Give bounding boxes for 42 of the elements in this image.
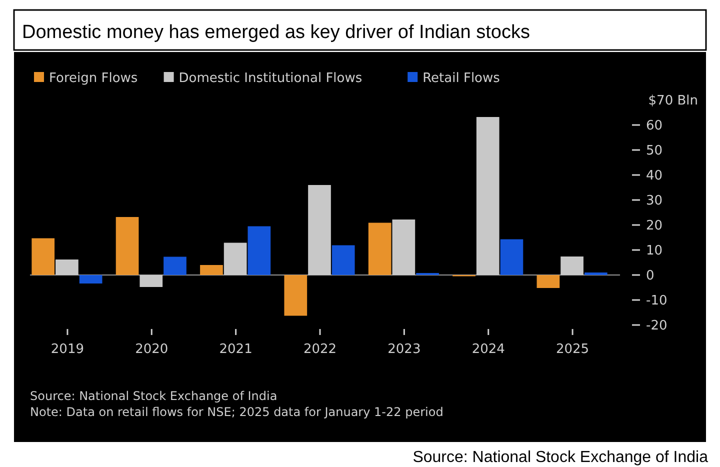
text: Note: Data on retail flows for NSE; 2025 data for January 1-22 period [30, 405, 444, 419]
bar [560, 256, 584, 275]
x-tick-label: 2021 [219, 342, 252, 357]
bar [392, 220, 416, 275]
y-tick-label: -10 [646, 294, 668, 309]
bar [332, 245, 355, 275]
bar [116, 217, 139, 275]
bar [500, 239, 524, 275]
legend-label: Domestic Institutional Flows [178, 71, 362, 86]
source-note: Source: National Stock Exchange of India [30, 389, 278, 403]
bar [200, 265, 223, 275]
bar [248, 226, 271, 275]
legend-label: Retail Flows [422, 71, 500, 86]
y-tick-label: 10 [646, 244, 663, 259]
x-tick-label: 2020 [135, 342, 168, 357]
y-tick-label: 40 [646, 168, 663, 184]
bar [536, 275, 560, 288]
legend-label: Foreign Flows [49, 71, 138, 86]
bar [224, 242, 247, 275]
bar [140, 275, 163, 287]
bar [308, 185, 331, 275]
y-tick-label: 50 [646, 144, 663, 159]
bar [284, 275, 308, 316]
bar [79, 275, 102, 284]
bar [164, 256, 186, 275]
y-tick-label: 0 [646, 268, 654, 284]
x-tick-label: 2022 [303, 342, 337, 357]
x-tick-label: 2024 [472, 342, 505, 357]
x-tick-label: 2025 [556, 342, 590, 357]
bar [476, 117, 500, 275]
y-tick-label: $70 Bln [648, 94, 698, 109]
chart-title: Domestic money has emerged as key driver of Indian stocks [22, 22, 530, 43]
y-tick-label: 60 [646, 118, 663, 134]
bar [32, 238, 55, 275]
bar [56, 260, 78, 275]
bar [368, 222, 392, 275]
y-tick-label: 30 [646, 194, 663, 209]
x-tick-label: 2019 [50, 342, 84, 357]
x-tick-label: 2023 [388, 342, 421, 357]
y-tick-label: -20 [646, 318, 668, 334]
source-note: Source: National Stock Exchange of India [412, 449, 708, 466]
y-tick-label: 20 [646, 218, 663, 234]
